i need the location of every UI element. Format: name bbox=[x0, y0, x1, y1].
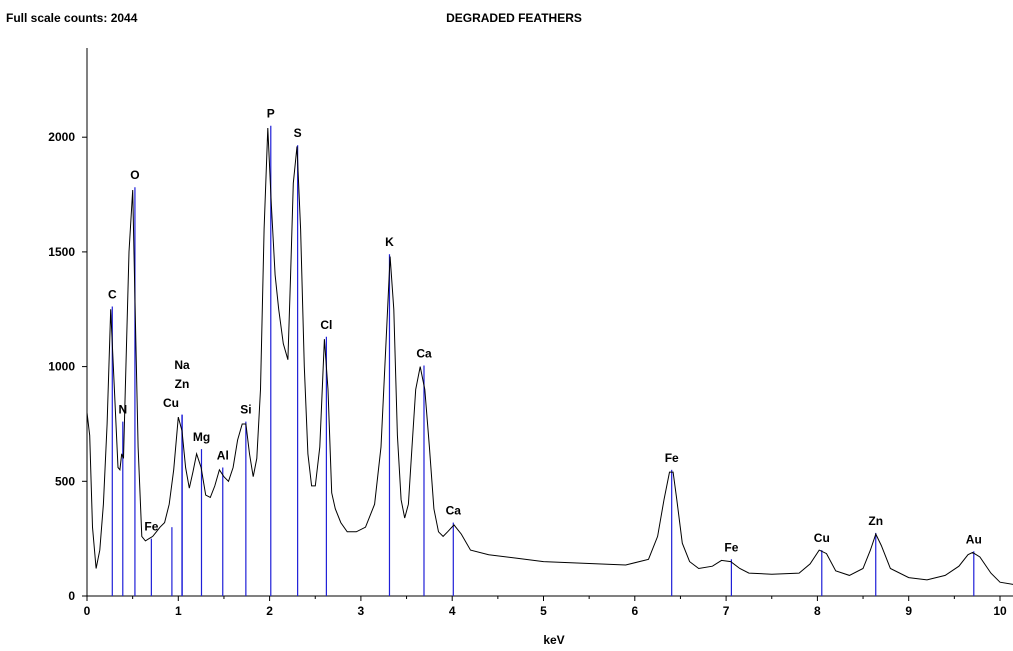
element-label: Zn bbox=[175, 377, 190, 391]
element-label: O bbox=[130, 168, 139, 182]
x-tick-label: 2 bbox=[266, 604, 273, 618]
x-tick-label: 10 bbox=[993, 604, 1007, 618]
element-label: Si bbox=[240, 403, 251, 417]
x-tick-label: 6 bbox=[631, 604, 638, 618]
y-tick-label: 500 bbox=[55, 474, 75, 488]
element-label: Fe bbox=[144, 520, 158, 534]
x-tick-label: 7 bbox=[723, 604, 730, 618]
element-label: Cu bbox=[814, 531, 830, 545]
element-label: C bbox=[108, 288, 117, 302]
x-tick-label: 0 bbox=[84, 604, 91, 618]
element-labels: C N O Fe Na Zn Cu Mg Al Si P S Cl K Ca Ca Fe Fe Cu Zn Au bbox=[108, 107, 982, 555]
element-label: Fe bbox=[665, 451, 679, 465]
element-label: Al bbox=[217, 449, 229, 463]
element-label: P bbox=[267, 107, 275, 121]
element-label: Mg bbox=[193, 430, 210, 444]
x-tick-label: 9 bbox=[905, 604, 912, 618]
spectrum-series bbox=[86, 127, 1013, 585]
spectrum-line bbox=[86, 127, 1013, 585]
element-label: Zn bbox=[868, 514, 883, 528]
element-label: Au bbox=[966, 532, 982, 546]
x-tick-label: 5 bbox=[540, 604, 547, 618]
x-tick-label: 3 bbox=[358, 604, 365, 618]
element-label: Ca bbox=[416, 347, 432, 361]
x-axis-label: keV bbox=[543, 633, 564, 647]
element-label: K bbox=[385, 235, 394, 249]
element-label: Cl bbox=[320, 318, 332, 332]
y-tick-label: 0 bbox=[68, 589, 75, 603]
x-tick-label: 1 bbox=[175, 604, 182, 618]
axes: 0 1 2 3 4 5 6 7 8 9 10 0 500 1000 1500 2000 bbox=[48, 48, 1013, 618]
x-tick-label: 4 bbox=[449, 604, 456, 618]
full-scale-counts: Full scale counts: 2044 bbox=[6, 11, 138, 25]
element-label: N bbox=[118, 403, 127, 417]
element-label: Na bbox=[174, 358, 190, 372]
element-label: Ca bbox=[446, 504, 462, 518]
element-label: Fe bbox=[724, 540, 738, 554]
y-tick-label: 1000 bbox=[48, 360, 75, 374]
x-tick-label: 8 bbox=[814, 604, 821, 618]
element-markers bbox=[111, 125, 975, 596]
y-tick-label: 1500 bbox=[48, 245, 75, 259]
element-label: S bbox=[294, 126, 302, 140]
element-label: Cu bbox=[163, 396, 179, 410]
chart-title: DEGRADED FEATHERS bbox=[446, 11, 582, 25]
y-tick-label: 2000 bbox=[48, 130, 75, 144]
